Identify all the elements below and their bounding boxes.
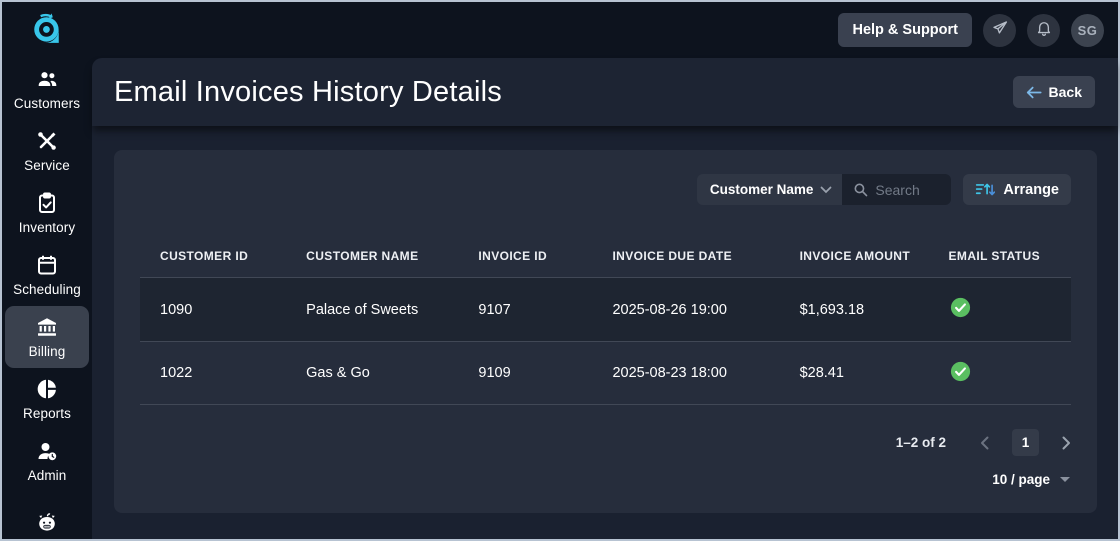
calendar-icon [35, 253, 59, 277]
column-header-invoice-id: INVOICE ID [478, 249, 548, 263]
chevron-right-icon [1062, 436, 1071, 450]
cell-email-status [929, 296, 1071, 323]
notifications-button[interactable] [1027, 13, 1060, 47]
cell-email-status [929, 360, 1071, 387]
column-header-email-status: EMAIL STATUS [948, 249, 1040, 263]
sidebar-item-label: Billing [28, 344, 66, 359]
page-title: Email Invoices History Details [114, 75, 502, 108]
search-box [842, 174, 952, 205]
sidebar-item-admin[interactable]: Admin [5, 430, 89, 492]
column-header-invoice-due-date: INVOICE DUE DATE [612, 249, 732, 263]
invoices-card: Customer Name [114, 150, 1097, 513]
cell-customer-id: 1022 [160, 365, 193, 381]
service-tools-icon [35, 129, 59, 153]
search-icon [852, 181, 869, 198]
email-sent-check-icon [949, 360, 972, 383]
sidebar-item-scheduling[interactable]: Scheduling [5, 244, 89, 306]
page-header: Email Invoices History Details Back [92, 58, 1118, 126]
admin-user-icon [35, 439, 59, 463]
back-button[interactable]: Back [1012, 76, 1095, 108]
cell-invoice-due-date: 2025-08-23 18:00 [612, 365, 727, 381]
sidebar-item-label: Admin [27, 468, 67, 483]
table-row: 1090 Palace of Sweets 9107 2025-08-26 19… [140, 277, 1071, 341]
brand-logo-icon [30, 10, 64, 51]
invoices-table: CUSTOMER ID CUSTOMER NAME INVOICE ID INV… [140, 235, 1071, 405]
cell-customer-id: 1090 [160, 301, 193, 318]
sort-arrange-icon [975, 181, 996, 198]
pagination-controls: 1 [980, 429, 1071, 456]
arrange-button-label: Arrange [1003, 181, 1059, 198]
bell-icon [1035, 19, 1053, 42]
cell-customer-name: Gas & Go [306, 365, 370, 381]
previous-page-button[interactable] [980, 436, 989, 450]
inventory-clipboard-icon [35, 191, 59, 215]
sidebar-item-label: Reports [23, 406, 71, 421]
table-header-row: CUSTOMER ID CUSTOMER NAME INVOICE ID INV… [140, 235, 1071, 277]
search-input[interactable] [875, 181, 946, 198]
sidebar-item-label: Customers [13, 96, 81, 111]
sidebar-item-billing[interactable]: Billing [5, 306, 89, 368]
pagination-range-label: 1–2 of 2 [895, 435, 946, 450]
cell-invoice-due-date: 2025-08-26 19:00 [612, 301, 727, 318]
sidebar-item-label: Scheduling [13, 282, 81, 297]
sidebar-item-service[interactable]: Service [5, 120, 89, 182]
sidebar: Customers Service [2, 2, 92, 539]
back-button-label: Back [1048, 84, 1082, 100]
send-button[interactable] [983, 13, 1016, 47]
search-field-selector[interactable]: Customer Name [696, 174, 843, 205]
page-size-selector[interactable]: 10 / page [140, 472, 1071, 487]
pie-chart-icon [35, 377, 59, 401]
back-arrow-icon [1026, 86, 1042, 99]
cell-customer-name: Palace of Sweets [306, 301, 419, 318]
email-sent-check-icon [949, 296, 972, 319]
help-support-button[interactable]: Help & Support [838, 13, 972, 47]
page-number-button[interactable]: 1 [1012, 429, 1039, 456]
paper-plane-icon [991, 19, 1009, 42]
cell-invoice-amount: $1,693.18 [799, 301, 865, 318]
chevron-down-icon [820, 186, 832, 194]
sidebar-item-bottom[interactable] [5, 492, 89, 539]
cell-invoice-amount: $28.41 [799, 365, 844, 381]
field-selector-value: Customer Name [709, 182, 814, 197]
sidebar-item-customers[interactable]: Customers [5, 58, 89, 120]
sidebar-item-label: Inventory [18, 220, 76, 235]
app-logo[interactable] [30, 2, 64, 58]
filter-row: Customer Name [140, 174, 1071, 205]
column-header-customer-name: CUSTOMER NAME [306, 249, 419, 263]
customers-icon [35, 67, 60, 91]
cell-invoice-id: 9107 [478, 301, 511, 318]
content-area: Customer Name [92, 126, 1118, 539]
page-size-label: 10 / page [992, 472, 1050, 487]
pagination: 1–2 of 2 1 [140, 429, 1071, 456]
table-row: 1022 Gas & Go 9109 2025-08-23 18:00 $28.… [140, 341, 1071, 405]
column-header-customer-id: CUSTOMER ID [160, 249, 249, 263]
sidebar-item-label: Service [24, 158, 70, 173]
column-header-invoice-amount: INVOICE AMOUNT [799, 249, 911, 263]
topbar: Help & Support SG [92, 2, 1118, 58]
caret-down-icon [1059, 476, 1071, 483]
chevron-left-icon [980, 436, 989, 450]
bank-icon [34, 315, 60, 339]
arrange-button[interactable]: Arrange [963, 174, 1071, 205]
next-page-button[interactable] [1062, 436, 1071, 450]
sidebar-item-reports[interactable]: Reports [5, 368, 89, 430]
piggy-bank-icon [34, 511, 60, 535]
cell-invoice-id: 9109 [478, 365, 511, 381]
sidebar-item-inventory[interactable]: Inventory [5, 182, 89, 244]
main-area: Help & Support SG [92, 2, 1118, 539]
user-avatar[interactable]: SG [1071, 13, 1104, 47]
